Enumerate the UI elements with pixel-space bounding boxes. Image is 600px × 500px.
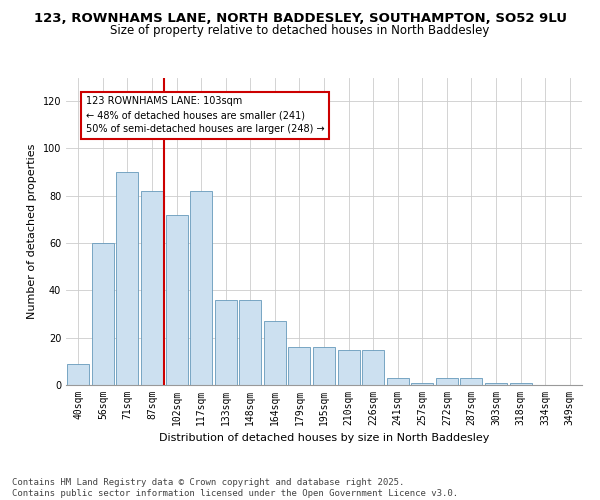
Bar <box>411 382 433 385</box>
Text: Contains HM Land Registry data © Crown copyright and database right 2025.
Contai: Contains HM Land Registry data © Crown c… <box>12 478 458 498</box>
Bar <box>166 214 188 385</box>
Bar <box>264 321 286 385</box>
Bar <box>460 378 482 385</box>
Bar <box>509 382 532 385</box>
Text: Size of property relative to detached houses in North Baddesley: Size of property relative to detached ho… <box>110 24 490 37</box>
Bar <box>436 378 458 385</box>
Bar <box>239 300 262 385</box>
Bar <box>386 378 409 385</box>
Bar <box>362 350 384 385</box>
Bar <box>313 347 335 385</box>
Bar <box>116 172 139 385</box>
Bar <box>485 382 507 385</box>
Bar <box>190 191 212 385</box>
Bar <box>338 350 359 385</box>
Bar <box>67 364 89 385</box>
Text: 123, ROWNHAMS LANE, NORTH BADDESLEY, SOUTHAMPTON, SO52 9LU: 123, ROWNHAMS LANE, NORTH BADDESLEY, SOU… <box>34 12 566 26</box>
Bar <box>289 347 310 385</box>
Text: 123 ROWNHAMS LANE: 103sqm
← 48% of detached houses are smaller (241)
50% of semi: 123 ROWNHAMS LANE: 103sqm ← 48% of detac… <box>86 96 324 134</box>
Bar <box>92 243 114 385</box>
X-axis label: Distribution of detached houses by size in North Baddesley: Distribution of detached houses by size … <box>159 434 489 444</box>
Bar <box>215 300 237 385</box>
Bar <box>141 191 163 385</box>
Y-axis label: Number of detached properties: Number of detached properties <box>27 144 37 319</box>
